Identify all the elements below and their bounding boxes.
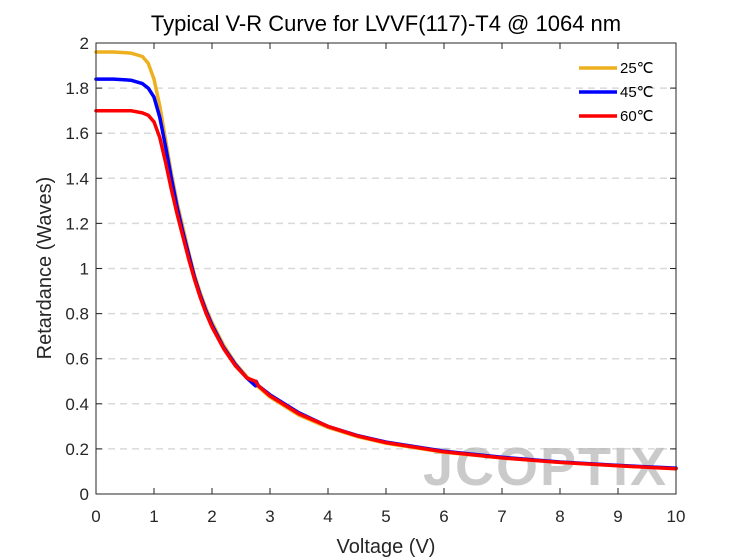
x-tick-label: 5 — [381, 507, 390, 526]
x-tick-label: 3 — [265, 507, 274, 526]
x-tick-label: 0 — [91, 507, 100, 526]
y-tick-label: 2 — [80, 34, 89, 53]
x-tick-label: 1 — [149, 507, 158, 526]
y-tick-label: 0.4 — [65, 395, 89, 414]
y-tick-label: 1.6 — [65, 124, 89, 143]
x-tick-label: 6 — [439, 507, 448, 526]
y-tick-label: 0 — [80, 485, 89, 504]
x-tick-label: 2 — [207, 507, 216, 526]
series-line-3 — [94, 108, 678, 471]
legend: 25℃ 45℃ 60℃ — [579, 60, 654, 125]
series-lines — [94, 50, 678, 471]
y-tick-label: 0.6 — [65, 350, 89, 369]
y-tick-label: 1.8 — [65, 79, 89, 98]
y-tick-label: 0.2 — [65, 440, 89, 459]
axis-ticks: 0 0.2 0.4 0.6 0.8 1 1.2 1.4 1.6 1.8 2 0 1 2 3 4 5 6 7 8 9 10 — [65, 34, 685, 526]
y-tick-label: 1.2 — [65, 214, 89, 233]
grid-lines — [96, 87, 676, 450]
y-axis-title: Retardance (Waves) — [34, 177, 56, 360]
y-tick-label: 0.8 — [65, 305, 89, 324]
y-tick-label: 1 — [80, 260, 89, 279]
chart-title: Typical V-R Curve for LVVF(117)-T4 @ 106… — [151, 11, 621, 36]
y-tick-label: 1.4 — [65, 169, 89, 188]
x-tick-label: 4 — [323, 507, 332, 526]
x-tick-label: 10 — [667, 507, 686, 526]
x-tick-label: 9 — [613, 507, 622, 526]
x-tick-label: 8 — [555, 507, 564, 526]
x-axis-title: Voltage (V) — [337, 536, 436, 558]
legend-label: 60℃ — [620, 108, 654, 125]
legend-label: 25℃ — [620, 60, 654, 77]
legend-label: 45℃ — [620, 84, 654, 101]
x-tick-label: 7 — [497, 507, 506, 526]
